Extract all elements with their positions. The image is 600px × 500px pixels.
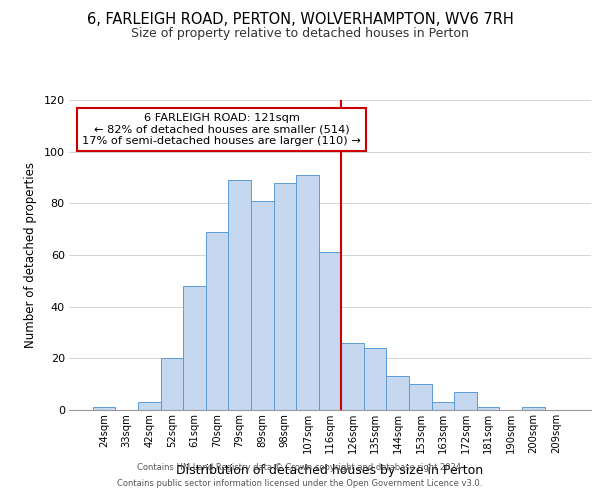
Text: Contains public sector information licensed under the Open Government Licence v3: Contains public sector information licen… — [118, 478, 482, 488]
Bar — [183, 286, 206, 410]
Bar — [296, 175, 319, 410]
Text: Size of property relative to detached houses in Perton: Size of property relative to detached ho… — [131, 28, 469, 40]
Bar — [477, 408, 499, 410]
Bar — [319, 252, 341, 410]
Bar — [138, 402, 161, 410]
Bar — [364, 348, 386, 410]
Y-axis label: Number of detached properties: Number of detached properties — [24, 162, 37, 348]
Bar — [386, 376, 409, 410]
Bar — [206, 232, 229, 410]
Bar — [431, 402, 454, 410]
Bar — [251, 200, 274, 410]
Bar — [229, 180, 251, 410]
X-axis label: Distribution of detached houses by size in Perton: Distribution of detached houses by size … — [176, 464, 484, 477]
Bar — [274, 182, 296, 410]
Text: 6 FARLEIGH ROAD: 121sqm
← 82% of detached houses are smaller (514)
17% of semi-d: 6 FARLEIGH ROAD: 121sqm ← 82% of detache… — [82, 113, 361, 146]
Bar — [341, 343, 364, 410]
Bar — [93, 408, 115, 410]
Bar — [161, 358, 183, 410]
Bar — [522, 408, 545, 410]
Text: Contains HM Land Registry data © Crown copyright and database right 2024.: Contains HM Land Registry data © Crown c… — [137, 464, 463, 472]
Bar — [409, 384, 431, 410]
Text: 6, FARLEIGH ROAD, PERTON, WOLVERHAMPTON, WV6 7RH: 6, FARLEIGH ROAD, PERTON, WOLVERHAMPTON,… — [86, 12, 514, 28]
Bar — [454, 392, 477, 410]
